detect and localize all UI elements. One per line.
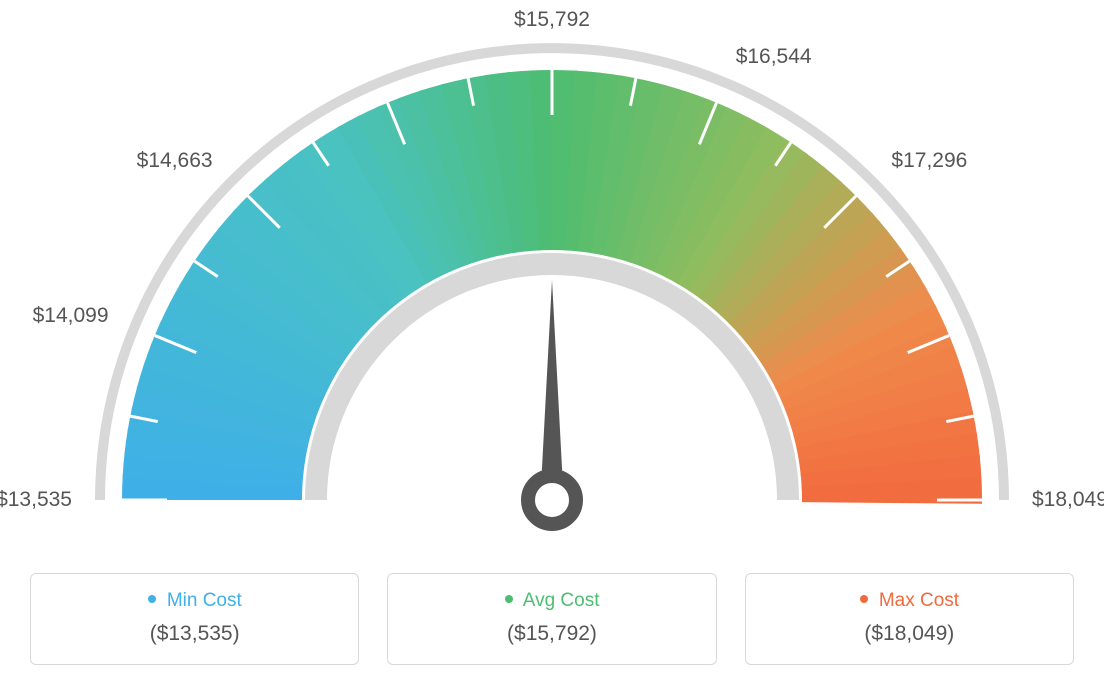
gauge-scale-label: $15,792 — [507, 8, 597, 32]
max-cost-value: ($18,049) — [756, 622, 1063, 646]
min-cost-label: Min Cost — [167, 590, 242, 611]
gauge-scale-label: $17,296 — [891, 149, 967, 173]
max-cost-label-row: Max Cost — [756, 590, 1063, 612]
min-cost-value: ($13,535) — [41, 622, 348, 646]
min-cost-label-row: Min Cost — [41, 590, 348, 612]
max-cost-label: Max Cost — [879, 590, 959, 611]
summary-cards: Min Cost ($13,535) Avg Cost ($15,792) Ma… — [30, 573, 1074, 665]
gauge-scale-label: $14,663 — [128, 149, 213, 173]
max-bullet-icon — [860, 595, 868, 603]
avg-cost-label-row: Avg Cost — [398, 590, 705, 612]
avg-cost-card: Avg Cost ($15,792) — [387, 573, 716, 665]
gauge-scale-label: $14,099 — [24, 304, 109, 328]
gauge-scale-label: $16,544 — [736, 45, 812, 69]
min-bullet-icon — [148, 595, 156, 603]
max-cost-card: Max Cost ($18,049) — [745, 573, 1074, 665]
gauge-scale-label: $18,049 — [1032, 488, 1104, 512]
avg-bullet-icon — [505, 595, 513, 603]
gauge-scale-label: $13,535 — [0, 488, 72, 512]
avg-cost-label: Avg Cost — [523, 590, 600, 611]
gauge-area: $13,535 $14,099 $14,663 $15,792 $16,544 $17,2… — [0, 0, 1104, 540]
avg-cost-value: ($15,792) — [398, 622, 705, 646]
min-cost-card: Min Cost ($13,535) — [30, 573, 359, 665]
cost-gauge-chart: $13,535 $14,099 $14,663 $15,792 $16,544 $17,2… — [0, 0, 1104, 690]
gauge-svg — [0, 0, 1104, 560]
